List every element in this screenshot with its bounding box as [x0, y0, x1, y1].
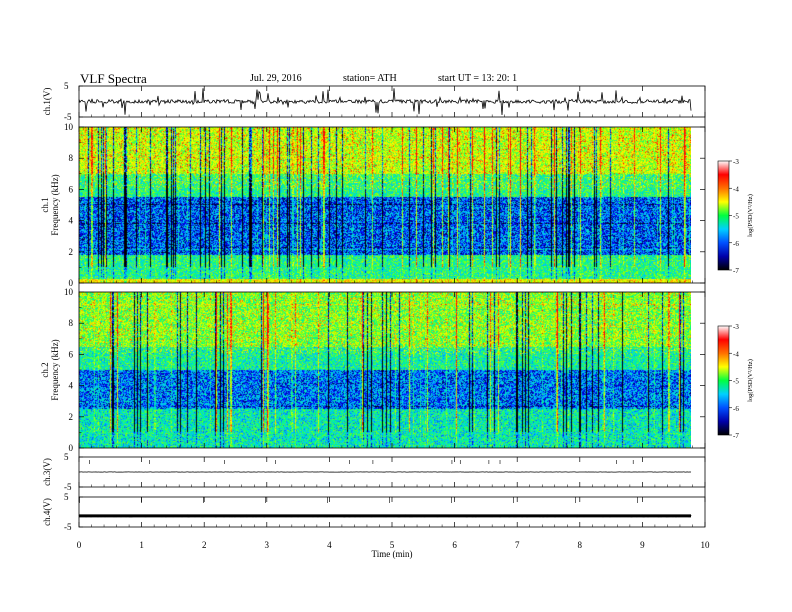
ch1_spectrogram-colorbar-tick-label: -7: [733, 267, 739, 275]
ch3_waveform-ytick-label: 5: [64, 452, 69, 462]
ch2_spectrogram-ytick-label: 8: [69, 318, 74, 328]
ch2_spectrogram-colorbar-tick-label: -7: [733, 432, 739, 440]
ch2_spectrogram-channel-label: ch.2: [40, 362, 50, 377]
ch2_spectrogram-ytick-label: 10: [64, 287, 74, 297]
ch2_spectrogram-image: [79, 292, 691, 448]
ch1_spectrogram-colorbar-label: log(PSD(V²/Hz): [747, 194, 754, 237]
ch2_spectrogram-ytick-label: 6: [69, 349, 74, 359]
ch3_waveform-ytick-label: -5: [64, 482, 72, 492]
ch2_spectrogram-ylabel: Frequency (kHz): [50, 339, 60, 400]
ch2_spectrogram-colorbar-tick-label: -4: [733, 350, 739, 358]
ch1_spectrogram-ytick-label: 10: [64, 122, 74, 132]
xtick-label-6: 6: [452, 540, 457, 550]
ch1_spectrogram-ytick-label: 4: [69, 216, 74, 226]
ch1_spectrogram-colorbar-tick-label: -4: [733, 185, 739, 193]
ch2_spectrogram-colorbar-tick-label: -5: [733, 378, 739, 386]
ch4_waveform-ytick-label: 5: [64, 492, 69, 502]
ch1_spectrogram-colorbar-tick-label: -5: [733, 213, 739, 221]
ch2_spectrogram-colorbar-label: log(PSD(V²/Hz): [747, 359, 754, 402]
ch2_spectrogram-ytick-label: 2: [69, 412, 74, 422]
ch1_waveform-ytick-label: -5: [64, 112, 72, 122]
xtick-label-8: 8: [578, 540, 583, 550]
date-label: Jul. 29, 2016: [250, 73, 302, 84]
xtick-label-10: 10: [701, 540, 711, 550]
ch1_spectrogram-ytick-label: 8: [69, 153, 74, 163]
xtick-label-0: 0: [77, 540, 82, 550]
ch1_spectrogram-image: [79, 127, 691, 283]
ch2_spectrogram-colorbar-tick-label: -3: [733, 323, 739, 331]
ch2_spectrogram-colorbar-tick-label: -6: [733, 405, 739, 413]
ch1_spectrogram-ytick-label: 0: [69, 278, 74, 288]
ch1_spectrogram-ylabel: Frequency (kHz): [50, 174, 60, 235]
xtick-label-7: 7: [515, 540, 520, 550]
ch2_spectrogram-ytick-label: 0: [69, 443, 74, 453]
xtick-label-3: 3: [265, 540, 270, 550]
ch1_spectrogram-colorbar: [717, 160, 730, 271]
start-ut-label: start UT = 13: 20: 1: [438, 73, 518, 84]
ch4_waveform-ylabel: ch.4(V): [42, 498, 52, 526]
x-axis-label: Time (min): [372, 549, 413, 559]
xtick-label-1: 1: [139, 540, 144, 550]
ch1_waveform-trace: [78, 88, 692, 116]
ch1_spectrogram-colorbar-tick-label: -3: [733, 158, 739, 166]
xtick-label-9: 9: [640, 540, 645, 550]
ch1_waveform-ytick-label: 5: [64, 81, 69, 91]
station-label: station= ATH: [343, 73, 397, 84]
ch2_spectrogram-ytick-label: 4: [69, 381, 74, 391]
ch1_spectrogram-channel-label: ch.1: [40, 197, 50, 212]
ch1_spectrogram-ytick-label: 6: [69, 184, 74, 194]
xtick-label-2: 2: [202, 540, 207, 550]
ch1_spectrogram-colorbar-tick-label: -6: [733, 240, 739, 248]
xtick-label-5: 5: [390, 540, 395, 550]
ch2_spectrogram-colorbar: [717, 325, 730, 436]
ch4_waveform-ytick-label: -5: [64, 522, 72, 532]
ch3_waveform-ylabel: ch.3(V): [42, 458, 52, 486]
ch1_waveform-ylabel: ch.1(V): [42, 88, 52, 116]
figure-title: VLF Spectra: [80, 71, 147, 86]
xtick-label-4: 4: [327, 540, 332, 550]
ch1_spectrogram-ytick-label: 2: [69, 247, 74, 257]
